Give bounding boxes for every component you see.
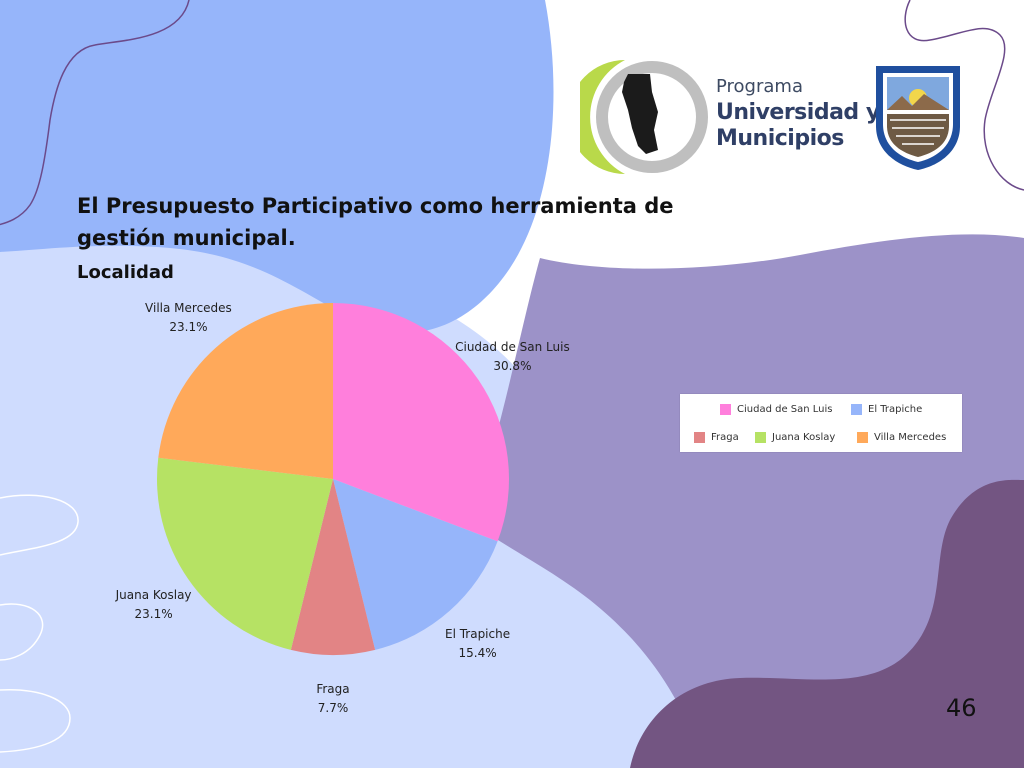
legend-item: Fraga xyxy=(694,432,739,443)
legend-label: Fraga xyxy=(711,432,739,443)
legend-label: Juana Koslay xyxy=(772,432,836,443)
slice-category-label: Ciudad de San Luis xyxy=(455,340,570,354)
squiggle-line xyxy=(0,0,190,226)
pie-slice xyxy=(333,303,510,542)
slice-value-label: 15.4% xyxy=(458,646,496,660)
legend-swatch xyxy=(857,432,868,443)
program-logo-text: Programa Universidad y Municipios xyxy=(716,78,880,150)
pie-slice xyxy=(333,479,498,650)
legend-item: Juana Koslay xyxy=(755,432,835,443)
slide-title: El Presupuesto Participativo como herram… xyxy=(77,194,674,250)
chart-title: Localidad xyxy=(77,262,174,283)
lavender-blob xyxy=(470,234,1024,768)
squiggle-line xyxy=(0,689,71,753)
program-line-2: Universidad y xyxy=(716,100,880,125)
legend-swatch xyxy=(694,432,705,443)
slice-value-label: 30.8% xyxy=(493,359,531,373)
slice-value-label: 23.1% xyxy=(169,320,207,334)
legend-swatch xyxy=(851,404,862,415)
slice-category-label: Fraga xyxy=(316,682,349,696)
university-shield-icon xyxy=(876,66,960,170)
legend-item: Villa Mercedes xyxy=(857,432,946,443)
slice-category-label: El Trapiche xyxy=(445,627,510,641)
squiggle-line xyxy=(904,0,1024,191)
slice-category-label: Juana Koslay xyxy=(115,588,192,602)
blue-blob xyxy=(0,0,554,333)
slice-value-label: 7.7% xyxy=(318,701,349,715)
legend-swatch xyxy=(755,432,766,443)
legend-item: El Trapiche xyxy=(851,404,922,415)
page-number: 46 xyxy=(946,694,977,722)
legend-label: El Trapiche xyxy=(868,404,923,415)
legend-label: Villa Mercedes xyxy=(874,432,947,443)
legend-item: Ciudad de San Luis xyxy=(720,404,833,415)
program-logo-icon xyxy=(580,60,708,174)
chart-legend: Ciudad de San Luis El Trapiche Fraga Jua… xyxy=(680,394,962,452)
squiggle-line xyxy=(0,603,44,661)
slice-category-label: Villa Mercedes xyxy=(145,301,232,315)
pie-slice xyxy=(158,303,333,479)
program-line-3: Municipios xyxy=(716,126,844,151)
pie-slice xyxy=(157,457,333,650)
program-line-1: Programa xyxy=(716,76,803,97)
purple-blob xyxy=(630,479,1024,768)
legend-swatch xyxy=(720,404,731,415)
squiggle-line xyxy=(0,494,79,556)
pie-slice xyxy=(290,479,376,655)
slice-value-label: 23.1% xyxy=(135,607,173,621)
legend-label: Ciudad de San Luis xyxy=(737,404,833,415)
